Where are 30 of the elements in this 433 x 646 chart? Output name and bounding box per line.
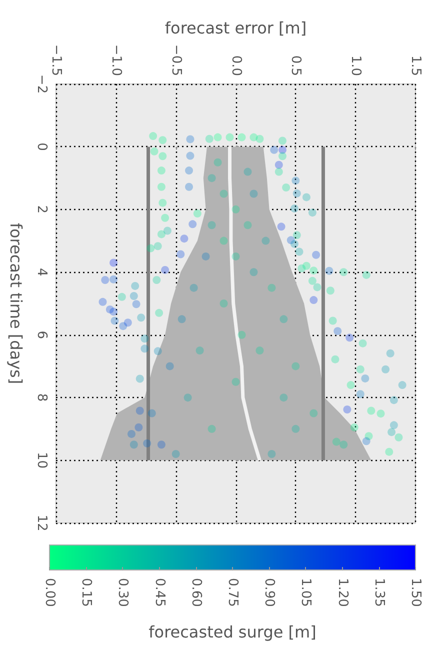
color-bar-label: 0.90 <box>262 578 277 607</box>
color-bar-label: 0.00 <box>42 578 57 607</box>
x-tick-label: −0.5 <box>168 44 184 76</box>
y-tick-label: −2 <box>34 74 49 94</box>
color-bar-label: 0.45 <box>152 578 167 607</box>
y-tick-label: 6 <box>34 330 49 339</box>
x-tick-label: 0.0 <box>228 55 244 76</box>
y-tick-label: 10 <box>34 452 49 469</box>
color-bar-label: 1.20 <box>334 578 350 607</box>
color-bar-label: 0.75 <box>225 578 240 607</box>
y-tick-label: 2 <box>34 205 49 214</box>
color-bar-label: 0.30 <box>115 578 130 607</box>
color-bar-label: 1.05 <box>298 578 314 607</box>
y-tick-label: 12 <box>34 514 49 532</box>
x-axis-title: forecast error [m] <box>164 18 307 38</box>
y-axis-title: forecast time [days] <box>6 222 26 384</box>
color-bar-label: 1.35 <box>371 578 386 607</box>
color-bar-label: 1.50 <box>408 578 423 607</box>
y-tick-label: 4 <box>34 268 49 276</box>
line-series <box>228 144 262 462</box>
color-bar-label: 0.60 <box>188 578 204 607</box>
y-tick-label: 8 <box>34 393 49 402</box>
color-bar-label: 0.15 <box>78 578 94 607</box>
x-tick-label: −1.5 <box>48 44 64 76</box>
x-tick-label: 1.0 <box>348 55 364 76</box>
y-tick-label: 0 <box>34 142 49 151</box>
x-tick-label: 0.5 <box>288 55 304 76</box>
color-bar-title: forecasted surge [m] <box>148 622 316 642</box>
x-tick-label: −1.0 <box>108 44 124 76</box>
x-tick-label: 1.5 <box>408 55 423 76</box>
